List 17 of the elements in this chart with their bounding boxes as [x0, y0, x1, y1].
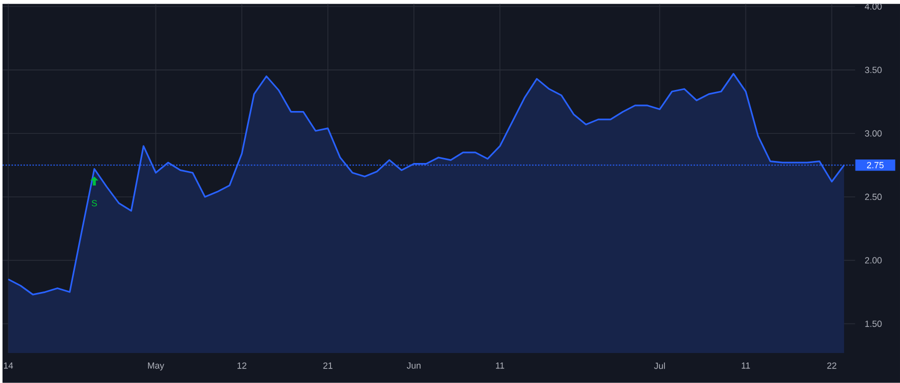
x-tick-label: 21 [323, 362, 332, 369]
ref-line-label: 2.75 [867, 162, 884, 168]
x-tick-label: Jun [406, 362, 421, 369]
annotation: S [92, 200, 97, 206]
y-tick-label: 3.50 [864, 66, 882, 74]
y-tick-label: 1.50 [865, 320, 882, 327]
x-tick-label: May [148, 362, 164, 371]
x-tick-label: 14 [4, 362, 13, 369]
y-tick-label: 2.50 [865, 194, 882, 200]
x-tick-label: Jul [654, 362, 665, 370]
x-tick-label: 12 [238, 362, 246, 369]
x-tick-label: 22 [827, 362, 836, 369]
y-tick-label: 3.00 [864, 130, 882, 137]
y-tick-label: 4.00 [864, 3, 882, 10]
x-tick-label: 11 [496, 362, 504, 369]
x-tick-label: 11 [742, 362, 750, 369]
y-tick-label: 2.00 [865, 257, 882, 264]
